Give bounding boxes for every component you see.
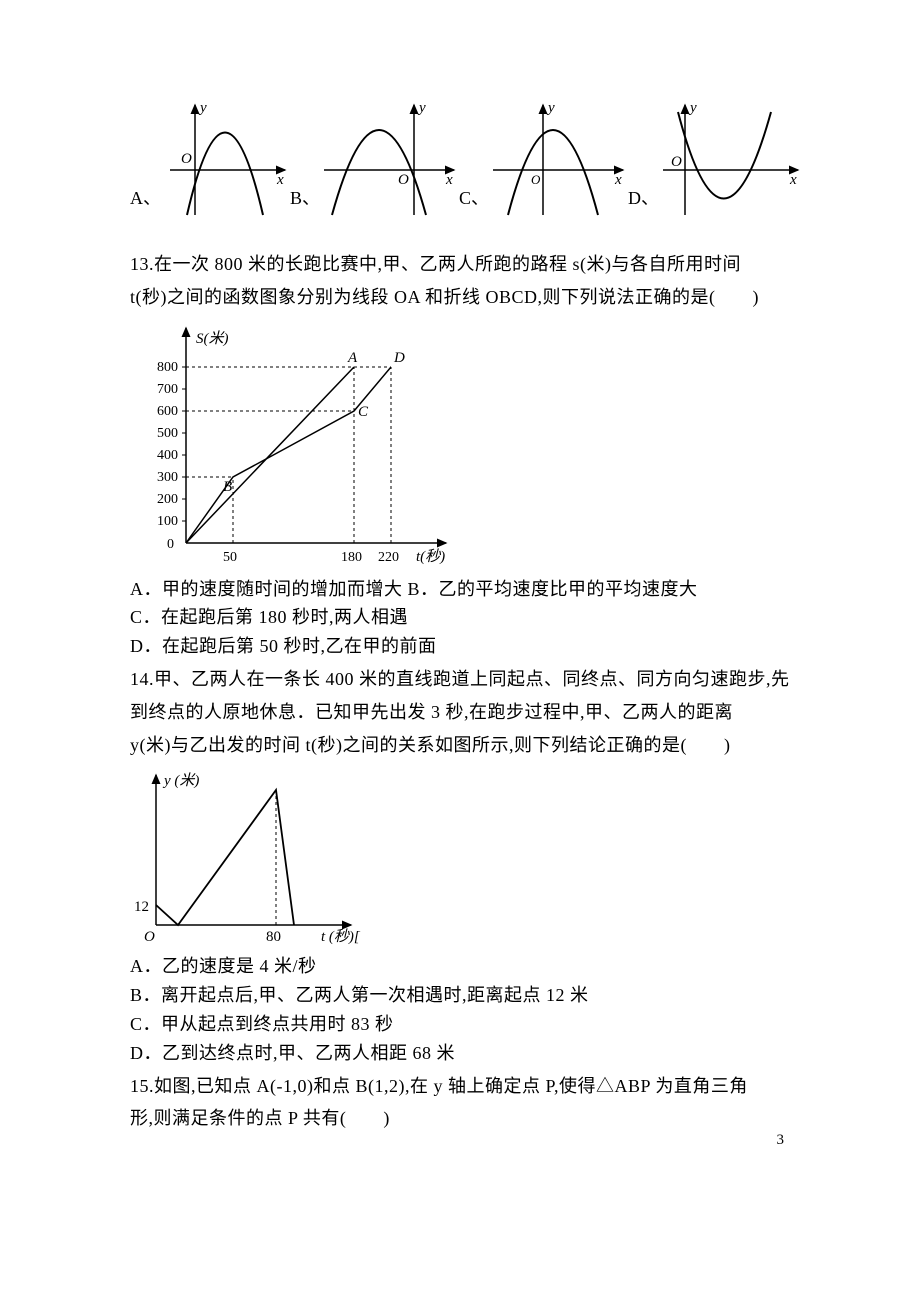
q13-stem2: t(秒)之间的函数图象分别为线段 OA 和折线 OBCD,则下列说法正确的是( …	[130, 283, 800, 312]
svg-text:A: A	[347, 350, 358, 366]
parabola-c-icon: y x O	[483, 100, 628, 220]
q13-stem1: 13.在一次 800 米的长跑比赛中,甲、乙两人所跑的路程 s(米)与各自所用时…	[130, 250, 800, 279]
svg-text:O: O	[531, 172, 541, 187]
q14-options: A．乙的速度是 4 米/秒 B．离开起点后,甲、乙两人第一次相遇时,距离起点 1…	[130, 952, 800, 1067]
svg-text:80: 80	[266, 929, 281, 945]
page-number: 3	[777, 1132, 785, 1149]
svg-text:700: 700	[157, 382, 178, 397]
svg-text:12: 12	[134, 899, 149, 915]
svg-text:400: 400	[157, 448, 178, 463]
svg-text:O: O	[144, 929, 155, 945]
parabola-d-icon: y x O	[653, 100, 803, 220]
svg-text:300: 300	[157, 470, 178, 485]
svg-text:x: x	[789, 172, 797, 188]
svg-text:220: 220	[378, 550, 399, 565]
svg-text:B: B	[223, 479, 232, 495]
svg-text:600: 600	[157, 404, 178, 419]
q12-option-b: B、 y x O	[290, 100, 459, 220]
svg-text:O: O	[398, 172, 409, 188]
q12-graphs: A、 y x O B、 y x O C、	[130, 100, 800, 220]
q14-opt-b: B．离开起点后,甲、乙两人第一次相遇时,距离起点 12 米	[130, 981, 800, 1010]
svg-text:t(秒): t(秒)	[416, 548, 445, 565]
q14-opt-a: A．乙的速度是 4 米/秒	[130, 952, 800, 981]
line-chart-icon: 0 100 200 300 400 500 600 700 800 S(米)	[126, 318, 466, 568]
q13-opt-c: C．在起跑后第 180 秒时,两人相遇	[130, 603, 800, 632]
svg-text:y: y	[688, 100, 697, 116]
q14-opt-d: D．乙到达终点时,甲、乙两人相距 68 米	[130, 1039, 800, 1068]
q14-stem3: y(米)与乙出发的时间 t(秒)之间的关系如图所示,则下列结论正确的是( )	[130, 731, 800, 760]
q13-opt-d: D．在起跑后第 50 秒时,乙在甲的前面	[130, 632, 800, 661]
q15-stem1: 15.如图,已知点 A(-1,0)和点 B(1,2),在 y 轴上确定点 P,使…	[130, 1072, 800, 1101]
q14-opt-c: C．甲从起点到终点共用时 83 秒	[130, 1010, 800, 1039]
q14-chart: y (米) t (秒)[ 12 O 80	[126, 765, 800, 950]
svg-text:t (秒)[: t (秒)[	[321, 928, 361, 945]
q14-stem2: 到终点的人原地休息．已知甲先出发 3 秒,在跑步过程中,甲、乙两人的距离	[130, 698, 800, 727]
svg-text:x: x	[614, 172, 622, 188]
svg-text:500: 500	[157, 426, 178, 441]
svg-text:y: y	[417, 100, 426, 116]
page: A、 y x O B、 y x O C、	[0, 0, 920, 1177]
svg-text:y: y	[546, 100, 555, 116]
parabola-b-icon: y x O	[314, 100, 459, 220]
svg-text:y: y	[198, 100, 207, 116]
svg-text:S(米): S(米)	[196, 330, 229, 347]
svg-text:0: 0	[167, 537, 174, 552]
parabola-a-icon: y x O	[155, 100, 290, 220]
q14-stem1: 14.甲、乙两人在一条长 400 米的直线跑道上同起点、同终点、同方向匀速跑步,…	[130, 665, 800, 694]
svg-text:O: O	[671, 154, 682, 170]
svg-text:y (米): y (米)	[162, 772, 199, 789]
svg-text:D: D	[393, 350, 405, 366]
svg-text:100: 100	[157, 514, 178, 529]
q15-stem2: 形,则满足条件的点 P 共有( )	[130, 1104, 800, 1133]
svg-text:200: 200	[157, 492, 178, 507]
q13-options: A．甲的速度随时间的增加而增大 B．乙的平均速度比甲的平均速度大 C．在起跑后第…	[130, 575, 800, 661]
q13-opt-ab: A．甲的速度随时间的增加而增大 B．乙的平均速度比甲的平均速度大	[130, 575, 800, 604]
svg-text:O: O	[181, 151, 192, 167]
q12-option-a: A、 y x O	[130, 100, 290, 220]
q13-chart: 0 100 200 300 400 500 600 700 800 S(米)	[126, 318, 800, 573]
svg-text:C: C	[358, 404, 369, 420]
svg-text:50: 50	[223, 550, 237, 565]
svg-text:x: x	[445, 172, 453, 188]
svg-text:x: x	[276, 172, 284, 188]
svg-text:800: 800	[157, 360, 178, 375]
q12-option-c: C、 y x O	[459, 100, 628, 220]
distance-chart-icon: y (米) t (秒)[ 12 O 80	[126, 765, 366, 945]
svg-text:180: 180	[341, 550, 362, 565]
q12-option-d: D、 y x O	[628, 100, 803, 220]
